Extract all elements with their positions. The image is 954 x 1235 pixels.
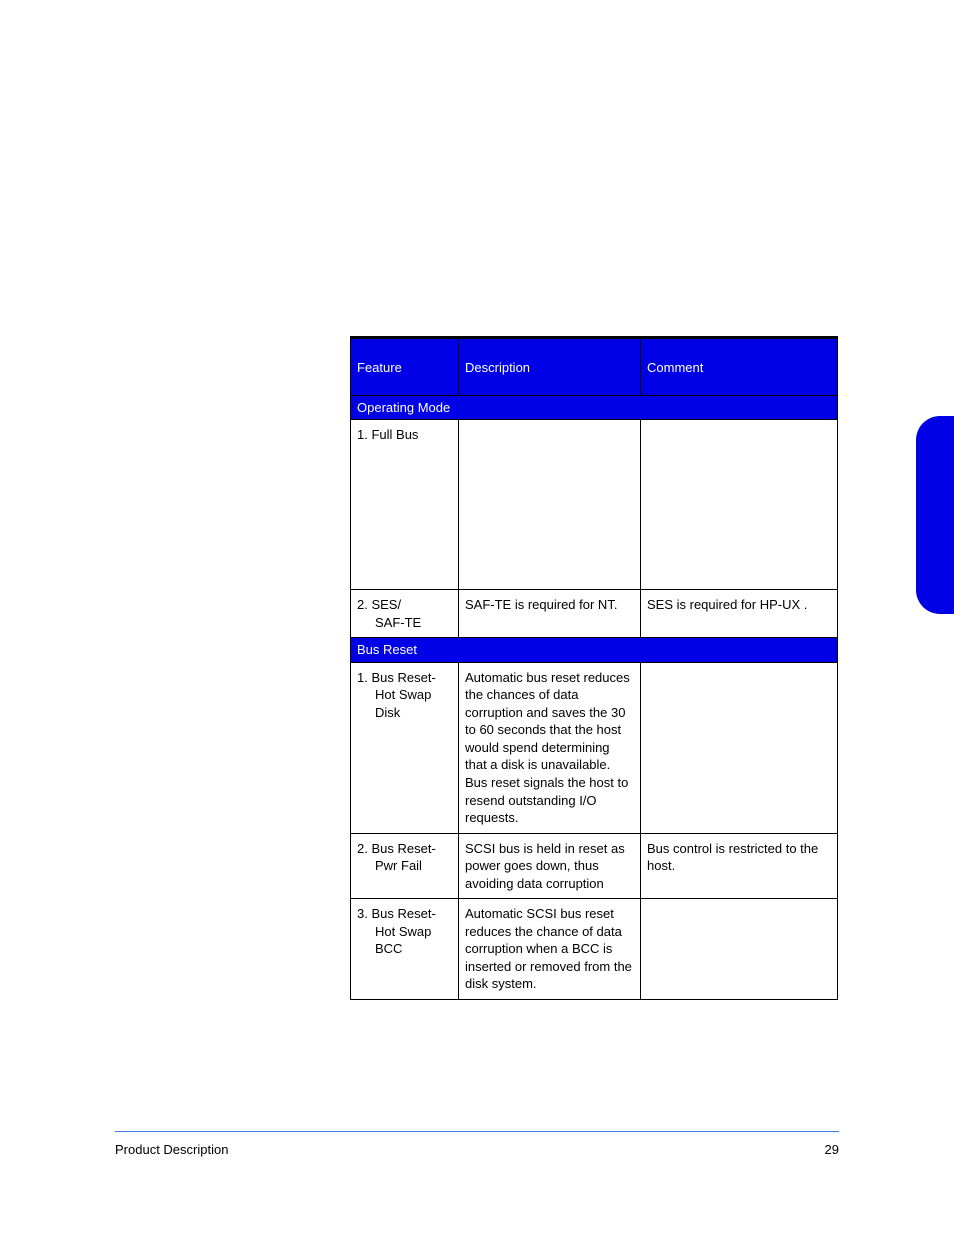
feature-label: Bus Reset- (371, 906, 435, 921)
feature-cell: 2. SES/SAF-TE (351, 590, 459, 638)
comment-cell (641, 899, 838, 1000)
feature-label: Bus Reset- (371, 841, 435, 856)
feature-sub: Hot Swap BCC (357, 923, 452, 958)
feature-number-label: 2. Bus Reset- (357, 840, 452, 858)
col-header-description: Description (459, 338, 641, 396)
table-row: 1. Full Bus (351, 420, 838, 590)
description-cell: Automatic bus reset reduces the chances … (459, 662, 641, 833)
footer-page-number: 29 (825, 1142, 839, 1157)
comment-cell (641, 420, 838, 590)
description-cell: SAF-TE is required for NT. (459, 590, 641, 638)
feature-cell: 1. Bus Reset-Hot Swap Disk (351, 662, 459, 833)
feature-table: Feature Description Comment Operating Mo… (350, 336, 838, 1000)
section-row: Operating Mode (351, 395, 838, 420)
feature-cell: 2. Bus Reset-Pwr Fail (351, 833, 459, 899)
feature-number: 2. (357, 597, 368, 612)
feature-sub: Pwr Fail (357, 857, 452, 875)
description-cell: Automatic SCSI bus reset reduces the cha… (459, 899, 641, 1000)
feature-table-wrap: Feature Description Comment Operating Mo… (350, 336, 837, 1000)
feature-number: 2. (357, 841, 368, 856)
comment-cell (641, 662, 838, 833)
col-header-comment: Comment (641, 338, 838, 396)
side-tab (916, 416, 954, 614)
feature-number-label: 3. Bus Reset- (357, 905, 452, 923)
feature-number: 1. (357, 670, 368, 685)
feature-number-label: 2. SES/ (357, 596, 452, 614)
page: Feature Description Comment Operating Mo… (0, 0, 954, 1235)
comment-cell: Bus control is restricted to the host. (641, 833, 838, 899)
description-cell: SCSI bus is held in reset as power goes … (459, 833, 641, 899)
section-title: Operating Mode (351, 395, 838, 420)
table-row: 2. Bus Reset-Pwr FailSCSI bus is held in… (351, 833, 838, 899)
feature-sub: Hot Swap Disk (357, 686, 452, 721)
feature-number: 1. (357, 427, 368, 442)
table-row: 1. Bus Reset-Hot Swap DiskAutomatic bus … (351, 662, 838, 833)
table-row: 2. SES/SAF-TESAF-TE is required for NT.S… (351, 590, 838, 638)
table-row: 3. Bus Reset-Hot Swap BCCAutomatic SCSI … (351, 899, 838, 1000)
feature-cell: 1. Full Bus (351, 420, 459, 590)
footer-left-text: Product Description (115, 1142, 228, 1157)
feature-number-label: 1. Bus Reset- (357, 669, 452, 687)
footer-rule (115, 1131, 839, 1132)
section-title: Bus Reset (351, 638, 838, 663)
feature-sub: SAF-TE (357, 614, 452, 632)
col-header-feature: Feature (351, 338, 459, 396)
feature-number: 3. (357, 906, 368, 921)
table-body: Operating Mode1. Full Bus2. SES/SAF-TESA… (351, 395, 838, 999)
feature-cell: 3. Bus Reset-Hot Swap BCC (351, 899, 459, 1000)
feature-label: SES/ (371, 597, 401, 612)
table-header-row: Feature Description Comment (351, 338, 838, 396)
feature-label: Full Bus (371, 427, 418, 442)
comment-cell: SES is required for HP-UX . (641, 590, 838, 638)
feature-number-label: 1. Full Bus (357, 426, 452, 444)
section-row: Bus Reset (351, 638, 838, 663)
feature-label: Bus Reset- (371, 670, 435, 685)
description-cell (459, 420, 641, 590)
